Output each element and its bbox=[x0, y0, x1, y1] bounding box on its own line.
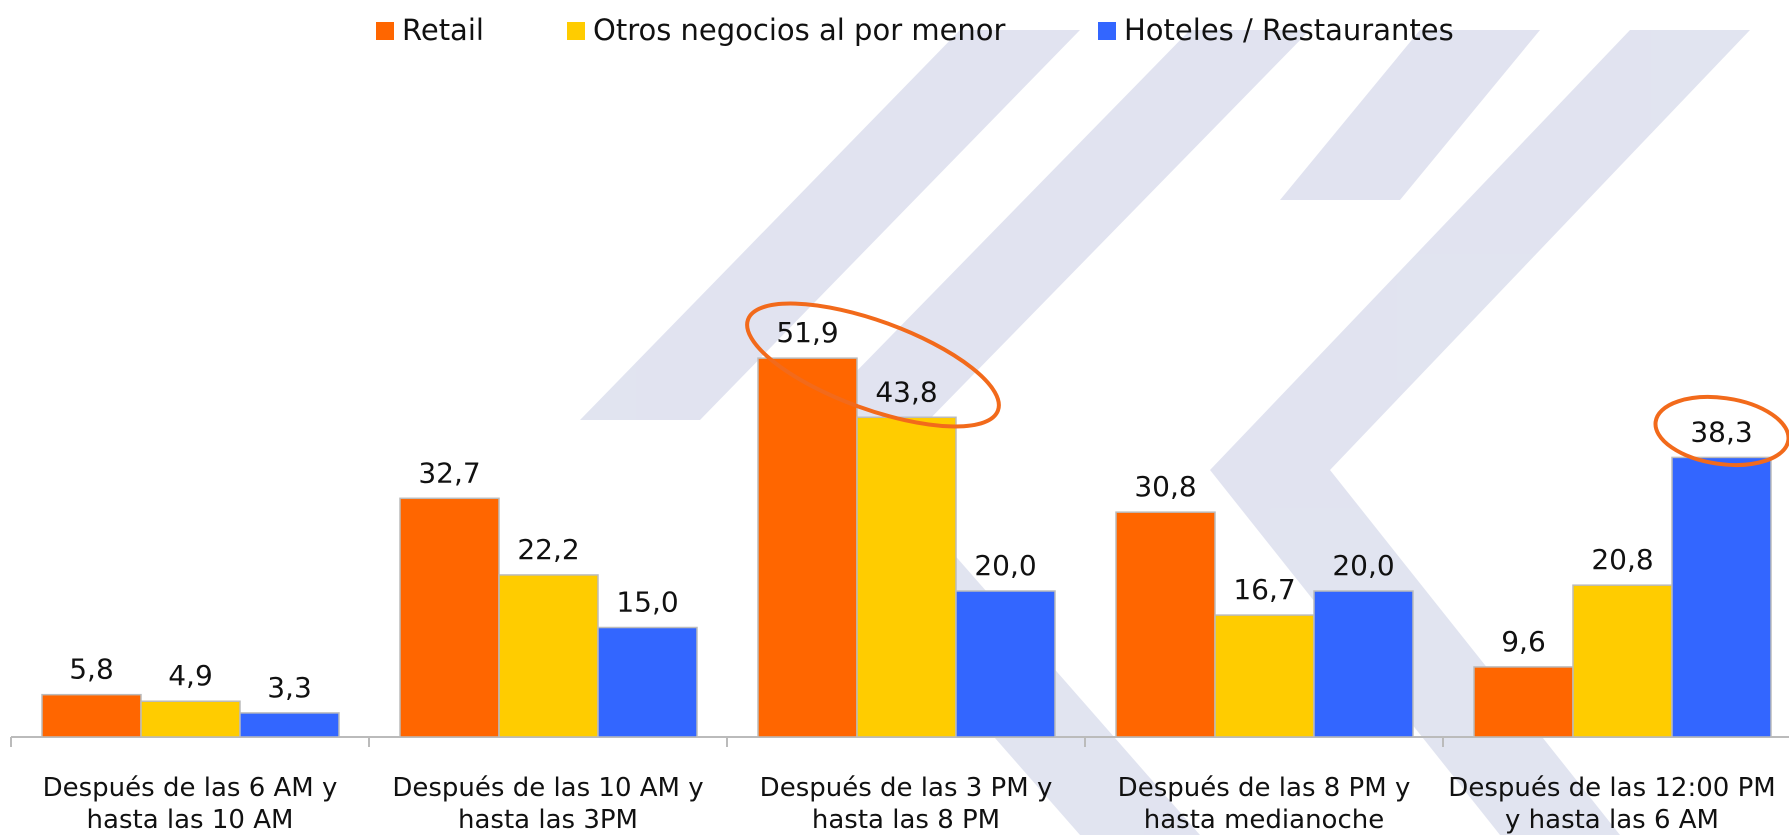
bar bbox=[1313, 590, 1414, 738]
x-tick-label: Después de las 10 AM y hasta las 3PM bbox=[392, 773, 703, 835]
bar bbox=[1473, 666, 1574, 738]
x-tick-label-line: hasta las 10 AM bbox=[87, 805, 294, 835]
bar bbox=[239, 712, 340, 738]
x-tick-label-line: hasta medianoche bbox=[1144, 805, 1385, 835]
legend-swatch bbox=[567, 22, 585, 40]
bar bbox=[41, 693, 142, 738]
x-tick-label-line: Después de las 3 PM y bbox=[760, 773, 1053, 803]
bar bbox=[1214, 614, 1315, 738]
bar bbox=[856, 416, 957, 738]
x-tick-label-line: hasta las 3PM bbox=[458, 805, 638, 835]
value-label: 20,0 bbox=[974, 549, 1036, 582]
highlight-ellipse bbox=[745, 301, 1001, 429]
x-tick-label-line: Después de las 8 PM y bbox=[1118, 773, 1411, 803]
value-label: 16,7 bbox=[1233, 573, 1295, 606]
bar bbox=[1671, 456, 1772, 738]
bar bbox=[140, 700, 241, 738]
value-label: 20,0 bbox=[1332, 549, 1394, 582]
value-label: 9,6 bbox=[1501, 625, 1546, 658]
value-label: 4,9 bbox=[168, 659, 213, 692]
legend-label: Hoteles / Restaurantes bbox=[1124, 13, 1454, 47]
bar bbox=[1115, 511, 1216, 738]
value-label: 51,9 bbox=[776, 316, 838, 349]
x-tick-label-line: Después de las 10 AM y bbox=[392, 773, 703, 803]
legend-label: Retail bbox=[402, 13, 484, 47]
x-tick-label-line: y hasta las 6 AM bbox=[1505, 805, 1719, 835]
x-tick-label: Después de las 3 PM y hasta las 8 PM bbox=[760, 773, 1053, 835]
legend-swatch bbox=[1098, 22, 1116, 40]
value-label: 20,8 bbox=[1591, 543, 1653, 576]
x-tick-label-line: Después de las 6 AM y bbox=[43, 773, 338, 803]
x-tick-label-line: Después de las 12:00 PM bbox=[1448, 773, 1775, 803]
bar bbox=[955, 590, 1056, 738]
bar bbox=[1572, 584, 1673, 738]
x-tick-label: Después de las 12:00 PM y hasta las 6 AM bbox=[1448, 773, 1775, 835]
value-label: 30,8 bbox=[1134, 470, 1196, 503]
value-label: 15,0 bbox=[616, 586, 678, 619]
x-tick-label: Después de las 8 PM y hasta medianoche bbox=[1118, 773, 1411, 835]
bar bbox=[399, 497, 500, 738]
bar bbox=[498, 574, 599, 738]
value-label: 43,8 bbox=[875, 375, 937, 408]
value-label: 5,8 bbox=[69, 653, 114, 686]
x-tick-label: Después de las 6 AM y hasta las 10 AM bbox=[43, 773, 338, 835]
value-label: 32,7 bbox=[418, 456, 480, 489]
legend-swatch bbox=[376, 22, 394, 40]
value-label: 3,3 bbox=[267, 671, 312, 704]
highlight-ellipse bbox=[1653, 395, 1789, 467]
value-label: 38,3 bbox=[1690, 415, 1752, 448]
value-label: 22,2 bbox=[517, 533, 579, 566]
bar bbox=[597, 626, 698, 738]
legend-label: Otros negocios al por menor bbox=[593, 13, 1006, 47]
bar bbox=[757, 357, 858, 738]
x-tick-label-line: hasta las 8 PM bbox=[812, 805, 1000, 835]
